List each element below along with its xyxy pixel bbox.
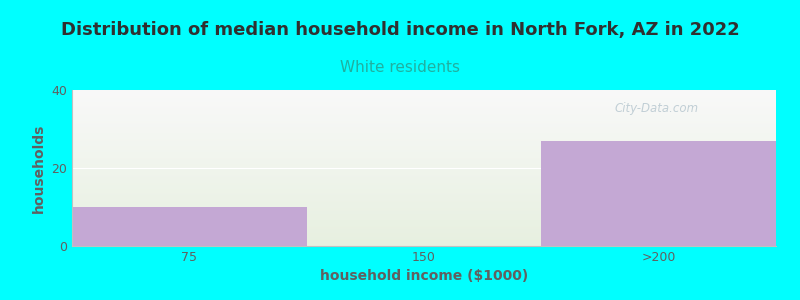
Text: Distribution of median household income in North Fork, AZ in 2022: Distribution of median household income …	[61, 21, 739, 39]
Y-axis label: households: households	[32, 123, 46, 213]
X-axis label: household income ($1000): household income ($1000)	[320, 269, 528, 284]
Text: City-Data.com: City-Data.com	[614, 102, 698, 115]
Text: White residents: White residents	[340, 60, 460, 75]
Bar	[542, 141, 776, 246]
Bar	[72, 207, 306, 246]
